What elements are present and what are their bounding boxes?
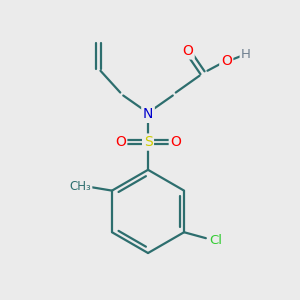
Text: O: O: [221, 54, 232, 68]
Text: O: O: [170, 135, 181, 149]
Text: H: H: [241, 48, 251, 62]
Text: Cl: Cl: [209, 234, 222, 247]
Text: O: O: [115, 135, 126, 149]
Text: S: S: [144, 135, 152, 149]
Text: N: N: [143, 107, 153, 121]
Text: CH₃: CH₃: [69, 180, 91, 193]
Text: O: O: [182, 44, 193, 58]
